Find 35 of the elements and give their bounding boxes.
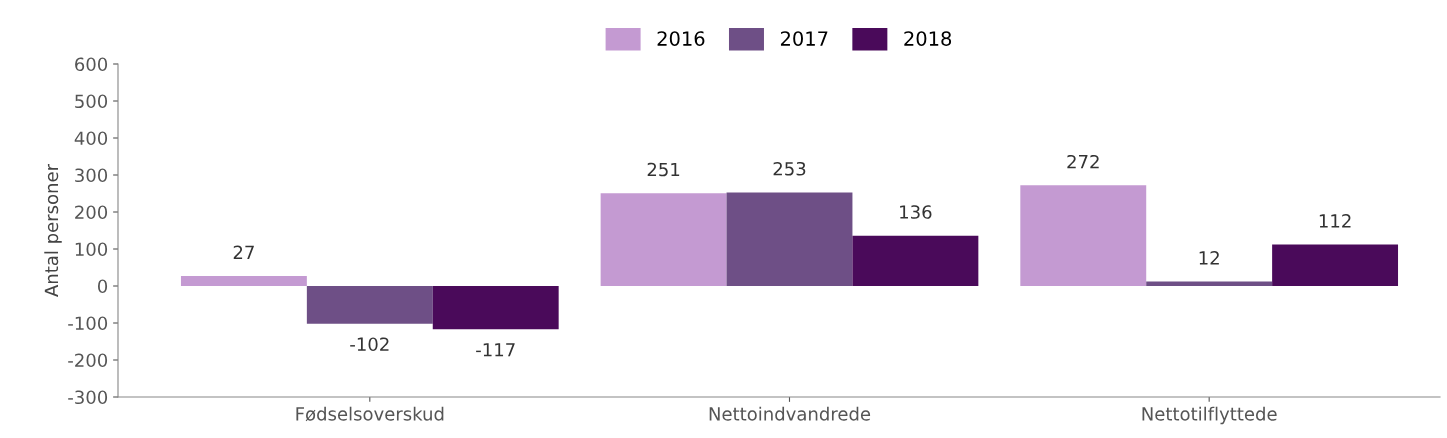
y-tick-label: -200 [68, 353, 108, 368]
bar [600, 193, 727, 286]
bar [306, 286, 433, 324]
data-label: 251 [647, 162, 680, 177]
bar [1272, 244, 1399, 286]
bar [1020, 185, 1147, 286]
x-tick-label: Fødselsoverskud [296, 406, 444, 422]
bar [180, 276, 307, 286]
bar [432, 286, 559, 330]
bar [1146, 281, 1273, 286]
y-tick-label: -100 [68, 316, 108, 331]
x-tick-label: Nettoindvandrede [709, 406, 871, 421]
y-tick-label: 200 [75, 205, 108, 220]
data-label: -102 [350, 337, 389, 352]
y-tick-label: 100 [75, 242, 108, 257]
y-tick-label: 400 [74, 131, 108, 146]
x-tick-label: Nettotilflyttede [1142, 406, 1277, 425]
legend-label: 2016 [657, 31, 705, 46]
y-tick-label: 600 [75, 57, 108, 72]
legend-label: 2017 [780, 31, 828, 46]
data-label: 253 [773, 161, 806, 176]
bar [852, 235, 979, 286]
data-label: 272 [1067, 154, 1099, 169]
y-tick-label: 500 [75, 94, 108, 109]
data-label: 27 [233, 245, 254, 259]
data-label: 136 [900, 205, 932, 219]
legend-label: 2018 [904, 31, 952, 46]
bar [726, 192, 853, 286]
data-label: -117 [476, 343, 515, 357]
y-tick-label: 0 [97, 279, 108, 294]
y-tick-label: 300 [75, 168, 108, 183]
data-label: 112 [1319, 214, 1351, 228]
data-label: 12 [1199, 251, 1219, 265]
y-axis-title: Antal personer [44, 163, 62, 297]
y-tick-label: -300 [68, 390, 108, 405]
